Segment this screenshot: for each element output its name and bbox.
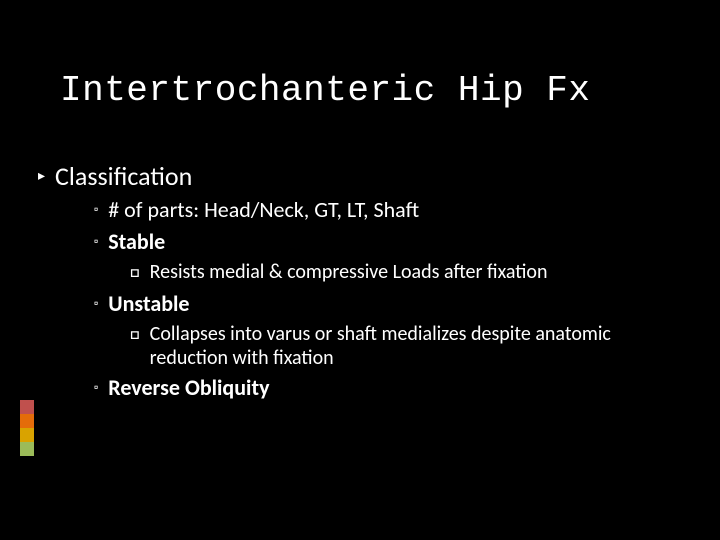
parts-label: # of parts: Head/Neck, GT, LT, Shaft — [108, 196, 680, 223]
accent-stripe-2 — [20, 414, 34, 428]
stable-desc: Resists medial & compressive Loads after… — [150, 260, 650, 284]
unstable-label: Unstable — [108, 290, 680, 317]
accent-stripe-4 — [20, 442, 34, 456]
square-bullet-icon: ▫ — [94, 374, 98, 402]
classification-label: Classification — [55, 160, 680, 192]
bullet-level2: ▫ Reverse Obliquity — [94, 374, 680, 402]
square-bullet-icon: ▫ — [94, 290, 98, 318]
box-bullet-icon: □ — [130, 260, 140, 286]
unstable-desc: Collapses into varus or shaft medializes… — [150, 322, 650, 370]
triangle-bullet-icon: ▸ — [38, 160, 45, 192]
bullet-level3: □ Resists medial & compressive Loads aft… — [130, 260, 680, 286]
square-bullet-icon: ▫ — [94, 228, 98, 256]
square-bullet-icon: ▫ — [94, 196, 98, 224]
stable-label: Stable — [108, 228, 680, 255]
bullet-level2: ▫ Stable — [94, 228, 680, 256]
accent-stripe-1 — [20, 400, 34, 414]
bullet-level3: □ Collapses into varus or shaft medializ… — [130, 322, 680, 370]
bullet-level1: ▸ Classification — [38, 160, 680, 192]
slide-body: ▸ Classification ▫ # of parts: Head/Neck… — [38, 160, 680, 406]
accent-color-bar — [20, 400, 34, 458]
bullet-level2: ▫ Unstable — [94, 290, 680, 318]
accent-stripe-3 — [20, 428, 34, 442]
bullet-level2: ▫ # of parts: Head/Neck, GT, LT, Shaft — [94, 196, 680, 224]
box-bullet-icon: □ — [130, 322, 140, 348]
slide-title: Intertrochanteric Hip Fx — [60, 70, 590, 111]
reverse-obliquity-label: Reverse Obliquity — [108, 374, 680, 401]
